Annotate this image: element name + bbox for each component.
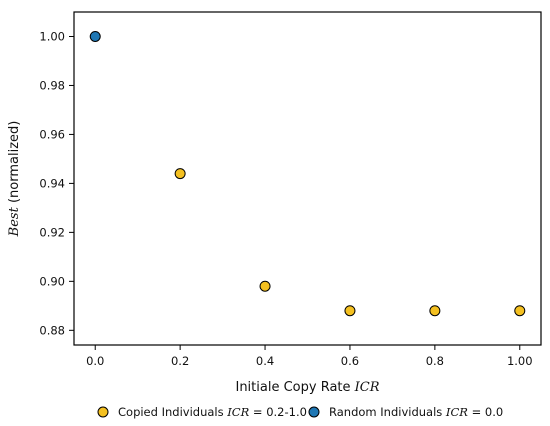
y-tick-label: 0.96 xyxy=(39,127,65,141)
data-point-copied xyxy=(344,305,356,317)
x-axis: 0.0 0.2 0.4 0.6 0.8 1.00 xyxy=(86,345,533,368)
x-tick-label: 0.0 xyxy=(86,354,104,368)
data-point-copied xyxy=(259,280,271,292)
data-point-random xyxy=(89,30,101,42)
x-tick-label: 0.4 xyxy=(256,354,274,368)
x-tick-label: 0.6 xyxy=(341,354,359,368)
plot-frame xyxy=(73,11,542,346)
data-point-copied xyxy=(174,168,186,180)
y-tick-label: 0.92 xyxy=(39,225,65,239)
y-axis-label: Best (normalized) xyxy=(7,121,22,238)
x-tick-label: 0.8 xyxy=(426,354,444,368)
legend-marker-copied xyxy=(97,406,109,418)
x-tick-label: 0.2 xyxy=(171,354,189,368)
y-tick-label: 1.00 xyxy=(39,29,65,43)
legend-label-random: Random Individuals ICR = 0.0 xyxy=(329,405,503,419)
legend: Copied Individuals ICR = 0.2-1.0 Random … xyxy=(97,405,503,419)
data-point-copied xyxy=(514,305,526,317)
data-point-copied xyxy=(429,305,441,317)
y-tick-label: 0.90 xyxy=(39,274,65,288)
y-tick-label: 0.98 xyxy=(39,78,65,92)
legend-label-copied: Copied Individuals ICR = 0.2-1.0 xyxy=(118,405,307,419)
legend-marker-random xyxy=(308,406,320,418)
x-tick-label: 1.00 xyxy=(507,354,533,368)
y-axis: 0.88 0.90 0.92 0.94 0.96 0.98 1.00 xyxy=(39,29,74,337)
y-tick-label: 0.94 xyxy=(39,176,65,190)
y-tick-label: 0.88 xyxy=(39,323,65,337)
data-points xyxy=(89,30,526,317)
x-axis-label: Initiale Copy Rate ICR xyxy=(235,380,379,395)
